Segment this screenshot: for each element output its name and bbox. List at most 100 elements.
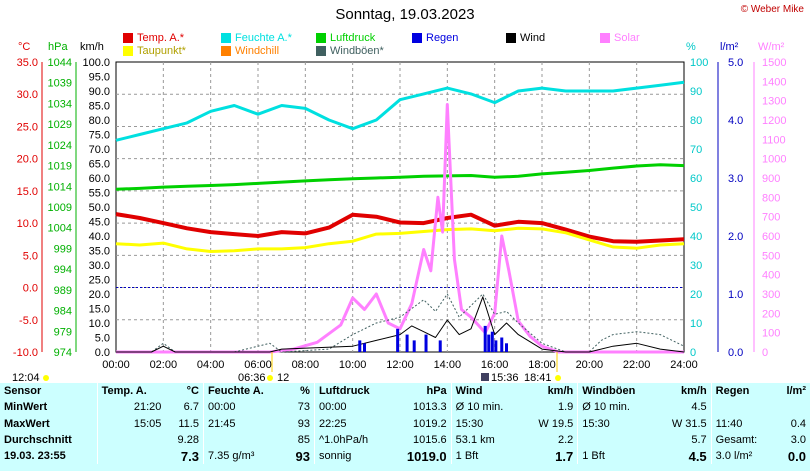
- solar-tick-label: 200: [762, 308, 780, 320]
- x-tick-label: 02:00: [150, 359, 178, 371]
- cell: Ø 10 min.: [450, 399, 523, 416]
- humidity-tick-label: 60: [690, 173, 702, 185]
- humidity-tick-label: 20: [690, 289, 702, 301]
- rain-bar: [412, 340, 416, 352]
- cell: 0.4: [790, 417, 806, 430]
- legend-label: Regen: [426, 32, 459, 44]
- unit-pressure: hPa: [48, 41, 68, 53]
- wind-tick-label: 0.0: [95, 347, 110, 359]
- x-tick-label: 18:00: [528, 359, 556, 371]
- header-temp: Temp. A.: [96, 383, 166, 400]
- rain-tick-label: 5.0: [728, 57, 743, 69]
- rain-bar: [358, 340, 362, 352]
- temp-tick-label: -5.0: [19, 315, 38, 327]
- cell: 1.9: [557, 401, 574, 414]
- x-tick-label: 06:00: [244, 359, 272, 371]
- wind-tick-label: 20.0: [89, 289, 110, 301]
- humidity-tick-label: 50: [690, 202, 702, 214]
- legend-label: Feuchte A.*: [235, 32, 292, 44]
- chart-markers: 12:04 06:36 12 15:36 18:41: [12, 352, 561, 383]
- cell: 1015.6: [413, 434, 447, 447]
- wind-tick-label: 85.0: [89, 101, 110, 113]
- wind-tick-label: 75.0: [89, 130, 110, 142]
- weather-chart: 00:00 02:00 04:00 06:00 08:00 10:00 12:00 14:00…: [12, 41, 787, 383]
- header-press-unit: hPa: [426, 385, 447, 398]
- sun-time: 15:36: [491, 372, 519, 383]
- rain-tick-label: 2.0: [728, 231, 743, 243]
- wind-tick-label: 65.0: [89, 159, 110, 171]
- pressure-tick-label: 989: [54, 285, 72, 297]
- x-tick-label: 00:00: [102, 359, 130, 371]
- cell: 1 Bft: [450, 448, 523, 465]
- moon-value: 12: [277, 372, 289, 383]
- legend-swatch: [221, 33, 231, 43]
- legend-item: Luftdruck: [316, 32, 375, 44]
- rain-bar: [396, 328, 400, 352]
- temp-tick-label: 25.0: [17, 121, 38, 133]
- solar-tick-label: 400: [762, 270, 780, 282]
- x-tick-label: 22:00: [623, 359, 651, 371]
- pressure-tick-label: 984: [54, 306, 72, 318]
- solar-tick-label: 800: [762, 192, 780, 204]
- x-tick-label: 12:00: [386, 359, 414, 371]
- header-gust-unit: km/h: [680, 385, 707, 398]
- cell: 1019.0: [406, 448, 447, 464]
- chart-title: Sonntag, 19.03.2023: [335, 6, 475, 23]
- pressure-tick-label: 974: [54, 347, 72, 359]
- humidity-tick-label: 80: [690, 115, 702, 127]
- header-rain: Regen: [710, 383, 775, 400]
- temp-tick-label: 30.0: [17, 89, 38, 101]
- pressure-tick-label: 1024: [48, 140, 72, 152]
- header-temp-unit: °C: [186, 385, 199, 398]
- header-wind: Wind: [450, 383, 523, 400]
- cell: 15:30: [450, 415, 523, 432]
- chart-axes: 00:00 02:00 04:00 06:00 08:00 10:00 12:00 14:00…: [13, 41, 787, 371]
- legend-item: Windböen*: [316, 45, 384, 57]
- cell: 93: [295, 448, 310, 464]
- solar-tick-label: 1000: [762, 154, 786, 166]
- header-sensor: Sensor: [4, 385, 42, 398]
- temp-tick-label: 20.0: [17, 154, 38, 166]
- cell: [96, 431, 166, 449]
- cell: 21:20: [96, 399, 166, 416]
- x-tick-label: 24:00: [670, 359, 698, 371]
- x-tick-label: 14:00: [434, 359, 462, 371]
- pressure-tick-label: 1014: [48, 181, 72, 193]
- cell: 00:00: [313, 399, 390, 416]
- humidity-tick-label: 30: [690, 260, 702, 272]
- legend-swatch: [123, 46, 133, 56]
- wind-tick-label: 80.0: [89, 115, 110, 127]
- cell: 4.5: [691, 401, 707, 414]
- rain-bar: [363, 343, 366, 352]
- legend-label: Temp. A.*: [137, 32, 185, 44]
- cell: [775, 399, 810, 415]
- cell: Ø 10 min.: [577, 399, 657, 416]
- wind-tick-label: 25.0: [89, 275, 110, 287]
- row-label: 19.03. 23:55: [4, 450, 66, 463]
- series-line: [115, 212, 685, 244]
- legend-item: Temp. A.*: [123, 32, 184, 44]
- humidity-tick-label: 0: [690, 347, 696, 359]
- legend-item: Windchill: [221, 45, 279, 57]
- cell: 22:25: [313, 415, 390, 432]
- cell: 1019.2: [413, 417, 447, 430]
- legend-swatch: [412, 33, 422, 43]
- cell: [96, 448, 166, 465]
- legend-item: Feuchte A.*: [221, 32, 292, 44]
- cell: [202, 431, 286, 449]
- sun-dot-icon: [267, 375, 273, 381]
- header-hum-unit: %: [300, 385, 310, 398]
- chart-series: [115, 80, 685, 354]
- solar-tick-label: 300: [762, 289, 780, 301]
- header-press: Luftdruck: [313, 383, 390, 400]
- unit-rain: l/m²: [720, 41, 739, 53]
- header-hum: Feuchte A.: [202, 383, 286, 400]
- table-row: Durchschnitt 9.28 85 ^1.0hPa/h 1015.6 53…: [0, 431, 810, 449]
- unit-temp: °C: [18, 41, 30, 53]
- table-row: MinWert 21:20 6.7 00:00 73 00:00 1013.3 …: [0, 399, 810, 416]
- legend-swatch: [221, 46, 231, 56]
- rain-bar: [424, 334, 428, 352]
- legend-swatch: [316, 33, 326, 43]
- legend-swatch: [600, 33, 610, 43]
- wind-tick-label: 5.0: [95, 333, 110, 345]
